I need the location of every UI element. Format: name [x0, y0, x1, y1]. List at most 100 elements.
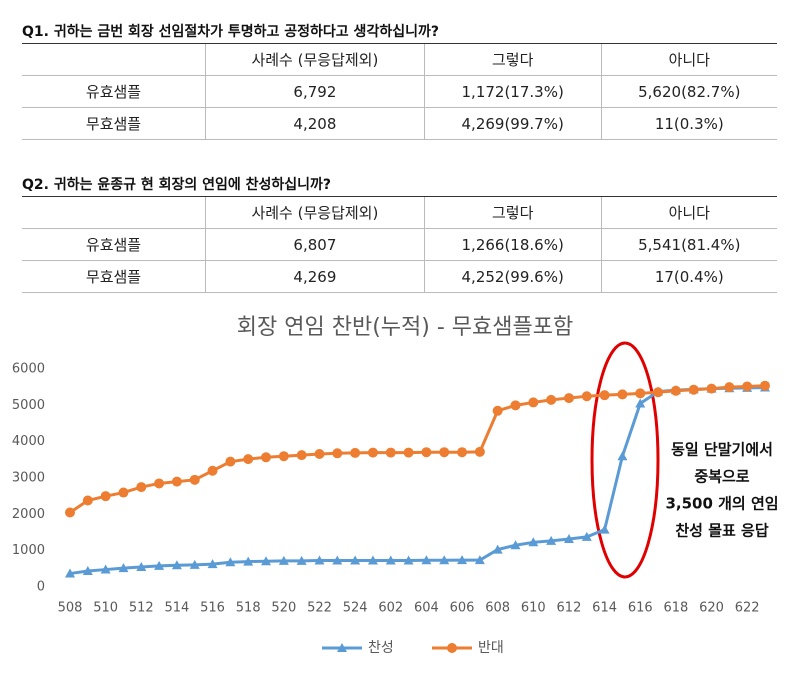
data-point [171, 560, 182, 570]
chart: 회장 연임 찬반(누적) - 무효샘플포함 0 1000 2000 3000 4000 5… [12, 315, 779, 656]
x-tick-label: 518 [236, 601, 261, 616]
data-point [207, 465, 218, 476]
data-point [403, 555, 414, 565]
data-point [350, 555, 361, 565]
y-tick-label: 6000 [12, 362, 45, 377]
data-point [225, 456, 236, 467]
table-cell: 무효샘플 [22, 260, 206, 293]
highlight-ellipse [590, 341, 660, 579]
data-point [296, 555, 307, 565]
data-point [599, 390, 610, 401]
data-point [367, 555, 378, 565]
table-cell: 1,266(18.6%) [423, 228, 602, 261]
data-point [100, 491, 111, 502]
annotation: 3,500 개의 연임 [665, 495, 778, 513]
table-cell: 5,620(82.7%) [600, 75, 777, 108]
data-point [581, 391, 592, 402]
y-tick-label: 2000 [12, 507, 45, 522]
table-cell: 유효샘플 [22, 228, 206, 261]
x-tick-label: 508 [58, 601, 83, 616]
x-tick-label: 606 [450, 601, 475, 616]
data-point [261, 556, 272, 566]
y-tick-label: 0 [37, 580, 45, 595]
header-cell: 그렇다 [423, 196, 602, 229]
data-point [189, 474, 200, 485]
x-tick-label: 620 [699, 601, 724, 616]
data-point [385, 555, 396, 565]
annotation: 동일 단말기에서 [671, 441, 773, 459]
data-point [635, 388, 646, 399]
x-tick-label: 618 [663, 601, 688, 616]
x-tick-label: 524 [343, 601, 368, 616]
data-point [100, 564, 111, 574]
data-point [189, 559, 200, 569]
data-point [581, 531, 592, 541]
table-cell: 17(0.4%) [600, 260, 777, 293]
data-point [278, 555, 289, 565]
data-point [510, 400, 521, 411]
data-point [243, 454, 254, 465]
x-tick-label: 608 [485, 601, 510, 616]
header-cell: 사례수 (무응답제외) [205, 196, 425, 229]
y-tick-label: 5000 [12, 398, 45, 413]
table-cell: 무효샘플 [22, 107, 206, 140]
data-point [332, 555, 343, 565]
table-row: 유효샘플 6,807 1,266(18.6%) 5,541(81.4%) [22, 228, 777, 261]
data-point [136, 482, 147, 493]
data-point [635, 398, 646, 408]
data-point [447, 643, 457, 653]
data-point [617, 451, 628, 461]
data-point [314, 555, 325, 565]
header-cell [22, 43, 206, 76]
data-point [243, 556, 254, 566]
header-cell: 아니다 [600, 43, 777, 76]
table: 사례수 (무응답제외) 그렇다 아니다 유효샘플 6,807 1,266(18.6%) 5,… [22, 196, 777, 293]
legend-label: 찬성 [368, 640, 394, 656]
legend-label: 반대 [478, 640, 504, 656]
data-point [688, 384, 699, 395]
header-cell: 그렇다 [423, 43, 602, 76]
x-tick-label: 604 [414, 601, 439, 616]
data-point [403, 447, 414, 458]
y-tick-label: 4000 [12, 434, 45, 449]
data-point [670, 385, 681, 396]
data-point [439, 447, 450, 458]
table-cell: 6,792 [205, 75, 425, 108]
question-title: Q1. 귀하는 금번 회장 선임절차가 투명하고 공정하다고 생각하십니까? [22, 24, 439, 40]
table-cell: 1,172(17.3%) [423, 75, 602, 108]
table-cell: 6,807 [205, 228, 425, 261]
table-row: 무효샘플 4,269 4,252(99.6%) 17(0.4%) [22, 260, 777, 293]
data-point [706, 383, 717, 394]
data-point [563, 534, 574, 544]
data-point [136, 562, 147, 572]
data-point [225, 557, 236, 567]
data-point [65, 568, 75, 578]
data-point [421, 447, 432, 458]
data-point [314, 449, 325, 460]
x-tick-label: 616 [628, 601, 653, 616]
x-tick-label: 510 [93, 601, 118, 616]
data-point [207, 559, 218, 569]
table-cell: 4,269(99.7%) [423, 107, 602, 140]
question-title: Q2. 귀하는 윤종규 현 회장의 연임에 찬성하십니까? [22, 177, 332, 193]
table-cell: 유효샘플 [22, 75, 206, 108]
table-cell: 5,541(81.4%) [600, 228, 777, 261]
x-tick-label: 514 [165, 601, 190, 616]
data-point [65, 507, 75, 518]
x-tick-label: 614 [592, 601, 617, 616]
data-point [474, 555, 485, 565]
x-tick-label: 622 [735, 601, 760, 616]
header-cell: 아니다 [600, 196, 777, 229]
data-point [457, 555, 468, 565]
header-cell [22, 196, 206, 229]
x-tick-label: 512 [129, 601, 154, 616]
table-cell: 4,269 [205, 260, 425, 293]
x-tick-label: 610 [521, 601, 546, 616]
data-point [171, 476, 182, 487]
data-point [492, 544, 503, 554]
data-point [278, 451, 289, 462]
data-point [617, 389, 628, 400]
table-cell: 11(0.3%) [600, 107, 777, 140]
table: 사례수 (무응답제외) 그렇다 아니다 유효샘플 6,792 1,172(17.3%) 5,… [22, 43, 777, 140]
